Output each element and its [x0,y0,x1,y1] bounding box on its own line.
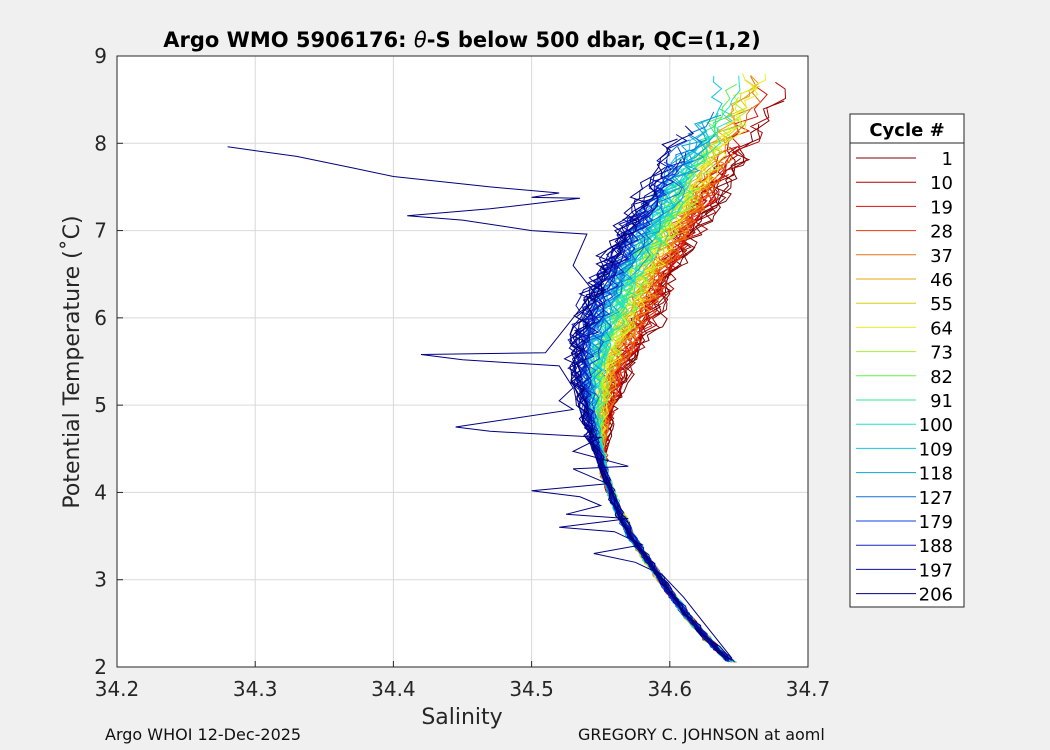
legend-box [849,113,965,608]
y-tick-label: 2 [94,655,107,679]
x-tick-label: 34.6 [648,677,693,701]
y-axis-label: Potential Temperature (˚C) [60,215,85,508]
x-axis-label: Salinity [421,705,502,730]
y-tick-label: 3 [94,568,107,592]
footer-source: Argo WHOI 12-Dec-2025 [105,725,302,744]
legend-label: 188 [919,536,953,557]
x-tick-label: 34.3 [233,677,278,701]
outlier-profile-line [227,146,733,659]
legend-label: 1 [942,149,953,170]
legend-label: 10 [930,173,953,194]
footer-author: GREGORY C. JOHNSON at aoml [578,725,825,744]
x-tick-labels: 34.2 34.3 34.4 34.5 34.6 34.7 [95,677,831,701]
y-tick-label: 9 [94,44,107,68]
plot-area [117,56,808,667]
y-tick-label: 6 [94,306,107,330]
legend-label: 91 [930,391,953,412]
chart-title: Argo WMO 5906176: θ-S below 500 dbar, QC… [163,28,760,52]
chart-title-symbol: θ [414,28,427,52]
legend-label: 73 [930,343,953,364]
y-tick-label: 8 [94,131,107,155]
legend-label: 100 [919,415,953,436]
x-tick-label: 34.5 [509,677,554,701]
legend-label: 109 [919,439,953,460]
x-tick-label: 34.7 [786,677,831,701]
cycle-profile-line [570,125,729,660]
cycle-profile-line [563,138,729,661]
legend-label: 197 [919,560,953,581]
chart-title-suffix: -S below 500 dbar, QC=(1,2) [427,28,761,52]
legend-label: 19 [930,197,953,218]
legend-label: 46 [930,270,953,291]
legend: Cycle # 1 10 19 28 37 46 55 64 73 82 91 100 109 118 12… [849,113,965,608]
legend-label: 127 [919,488,953,509]
legend-label: 55 [930,294,953,315]
x-tick-label: 34.4 [371,677,416,701]
chart-title-prefix: Argo WMO 5906176: [163,28,414,52]
cycle-profile-line [569,232,733,661]
cycle-profile-line [570,166,727,660]
legend-label: 118 [919,464,953,485]
legend-label: 64 [930,318,953,339]
legend-items: 1 10 19 28 37 46 55 64 73 82 91 100 109 118 127 179 188 1… [856,149,953,606]
y-tick-label: 5 [94,393,107,417]
y-tick-labels: 2 3 4 5 6 7 8 9 [94,44,107,679]
cycle-profile-line [569,203,730,659]
legend-title: Cycle # [869,120,944,141]
x-tick-label: 34.2 [95,677,140,701]
legend-label: 82 [930,367,953,388]
legend-label: 37 [930,246,953,267]
y-tick-label: 7 [94,219,107,243]
legend-label: 179 [919,512,953,533]
plot-frame [116,55,809,668]
cycle-profile-line [568,187,732,661]
series-lines [227,73,787,663]
y-tick-label: 4 [94,480,107,504]
legend-label: 206 [919,585,953,606]
legend-label: 28 [930,222,953,243]
